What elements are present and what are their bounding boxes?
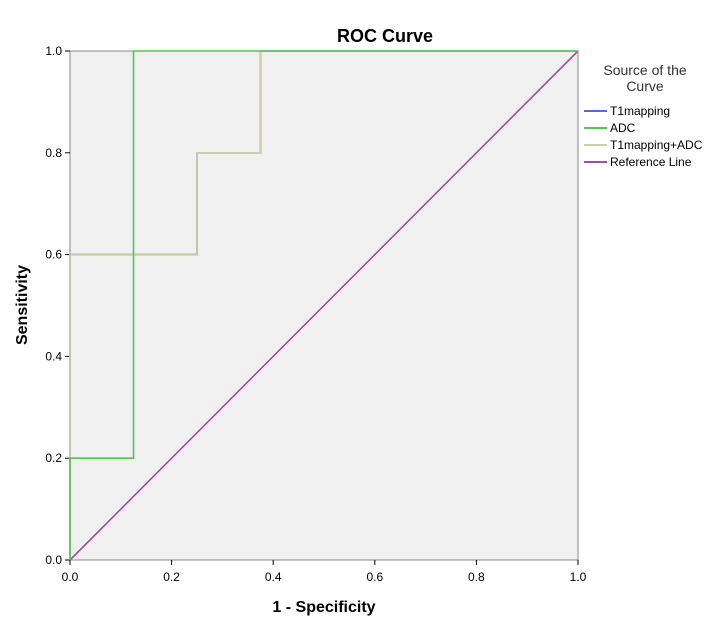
y-tick-label: 0.4 xyxy=(45,349,62,363)
y-axis-ticks: 0.0 0.2 0.4 0.6 0.8 1.0 xyxy=(45,44,70,567)
x-tick-label: 0.4 xyxy=(265,570,282,584)
x-tick-label: 0.6 xyxy=(366,570,383,584)
y-tick-label: 0.6 xyxy=(45,248,62,262)
y-axis-label: Sensitivity xyxy=(14,265,31,345)
y-tick-label: 0.0 xyxy=(45,553,62,567)
series-layer xyxy=(69,50,579,561)
x-axis-label: 1 - Specificity xyxy=(272,599,375,616)
legend-label-t1mapping-adc: T1mapping+ADC xyxy=(610,138,703,152)
legend-label-reference-line: Reference Line xyxy=(610,155,692,169)
legend-label-adc: ADC xyxy=(610,121,636,135)
x-tick-label: 0.8 xyxy=(468,570,485,584)
x-tick-label: 0.2 xyxy=(163,570,180,584)
x-tick-label: 0.0 xyxy=(62,570,79,584)
series-line-reference-line xyxy=(69,50,579,561)
y-tick-label: 1.0 xyxy=(45,44,62,58)
chart-title: ROC Curve xyxy=(337,26,433,46)
legend-title: Source of the xyxy=(603,62,686,78)
legend-title: Curve xyxy=(626,78,664,94)
series-line-adc xyxy=(69,50,578,560)
x-axis-ticks: 0.0 0.2 0.4 0.6 0.8 1.0 xyxy=(62,560,587,584)
y-tick-label: 0.8 xyxy=(45,146,62,160)
x-tick-label: 1.0 xyxy=(570,570,587,584)
y-tick-label: 0.2 xyxy=(45,451,62,465)
legend-label-t1mapping: T1mapping xyxy=(610,104,670,118)
